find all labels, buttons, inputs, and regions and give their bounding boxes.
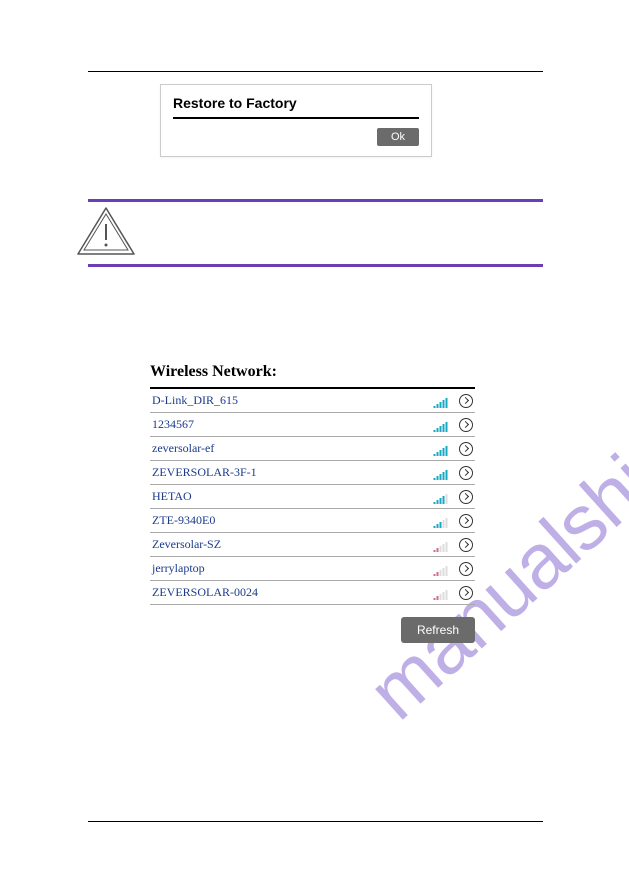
purple-bar-top [88,199,543,202]
signal-icon [433,467,449,479]
wifi-row[interactable]: ZEVERSOLAR-3F-1 [150,461,475,485]
wifi-name: Zeversolar-SZ [152,537,433,552]
signal-icon [433,443,449,455]
restore-title: Restore to Factory [173,95,419,119]
chevron-right-icon[interactable] [459,466,473,480]
wifi-name: ZEVERSOLAR-0024 [152,585,433,600]
wifi-name: zeversolar-ef [152,441,433,456]
chevron-right-icon[interactable] [459,538,473,552]
signal-icon [433,563,449,575]
signal-icon [433,419,449,431]
wifi-row[interactable]: ZTE-9340E0 [150,509,475,533]
refresh-button[interactable]: Refresh [401,617,475,643]
wifi-row[interactable]: 1234567 [150,413,475,437]
top-rule [88,71,543,72]
bottom-rule [88,821,543,822]
restore-button-row: Ok [173,127,419,146]
wifi-name: jerrylaptop [152,561,433,576]
chevron-right-icon[interactable] [459,490,473,504]
wifi-row[interactable]: D-Link_DIR_615 [150,389,475,413]
wifi-name: 1234567 [152,417,433,432]
wifi-list: D-Link_DIR_615 1234567 zeversolar-ef ZEVERS… [150,389,475,605]
ok-button[interactable]: Ok [377,128,419,146]
refresh-row: Refresh [150,617,475,643]
wifi-row[interactable]: zeversolar-ef [150,437,475,461]
wifi-row[interactable]: ZEVERSOLAR-0024 [150,581,475,605]
wifi-heading: Wireless Network: [150,363,475,389]
wifi-name: D-Link_DIR_615 [152,393,433,408]
wifi-name: ZTE-9340E0 [152,513,433,528]
wifi-row[interactable]: jerrylaptop [150,557,475,581]
warning-icon [72,202,140,260]
restore-dialog: Restore to Factory Ok [160,84,432,157]
wifi-row[interactable]: HETAO [150,485,475,509]
wireless-network-panel: Wireless Network: D-Link_DIR_615 1234567 z… [150,363,475,643]
signal-icon [433,539,449,551]
chevron-right-icon[interactable] [459,562,473,576]
signal-icon [433,491,449,503]
chevron-right-icon[interactable] [459,514,473,528]
chevron-right-icon[interactable] [459,442,473,456]
chevron-right-icon[interactable] [459,586,473,600]
chevron-right-icon[interactable] [459,418,473,432]
wifi-row[interactable]: Zeversolar-SZ [150,533,475,557]
signal-icon [433,587,449,599]
signal-icon [433,395,449,407]
chevron-right-icon[interactable] [459,394,473,408]
signal-icon [433,515,449,527]
purple-bar-bottom [88,264,543,267]
wifi-name: HETAO [152,489,433,504]
wifi-name: ZEVERSOLAR-3F-1 [152,465,433,480]
